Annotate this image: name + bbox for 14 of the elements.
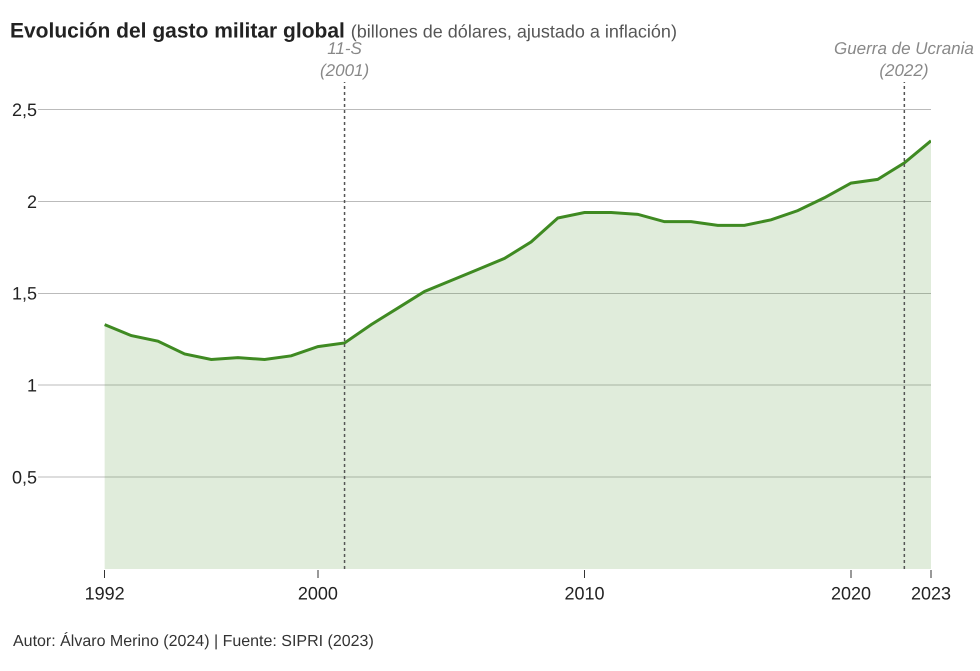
y-tick-label: 2 [26, 192, 37, 212]
x-tick-label: 2023 [910, 584, 952, 604]
ref-line-label: Guerra de Ucrania (2022) [834, 39, 974, 80]
x-tick-label: 2010 [564, 584, 604, 604]
y-tick-label: 0,5 [12, 467, 37, 488]
chart-title: Evolución del gasto militar global [10, 19, 345, 42]
chart-subtitle: (billones de dólares, ajustado a inflación) [350, 21, 677, 42]
x-tick-label: 2020 [831, 584, 872, 604]
x-tick-label: 1992 [84, 584, 125, 604]
y-tick-label: 1 [26, 376, 37, 396]
y-tick-label: 2,5 [12, 100, 37, 120]
text: Autor: Álvaro Merino (2024) | Fuente: SIPRI (2023) [13, 632, 374, 650]
x-tick-label: 2000 [298, 584, 338, 604]
y-tick-label: 1,5 [12, 284, 37, 304]
